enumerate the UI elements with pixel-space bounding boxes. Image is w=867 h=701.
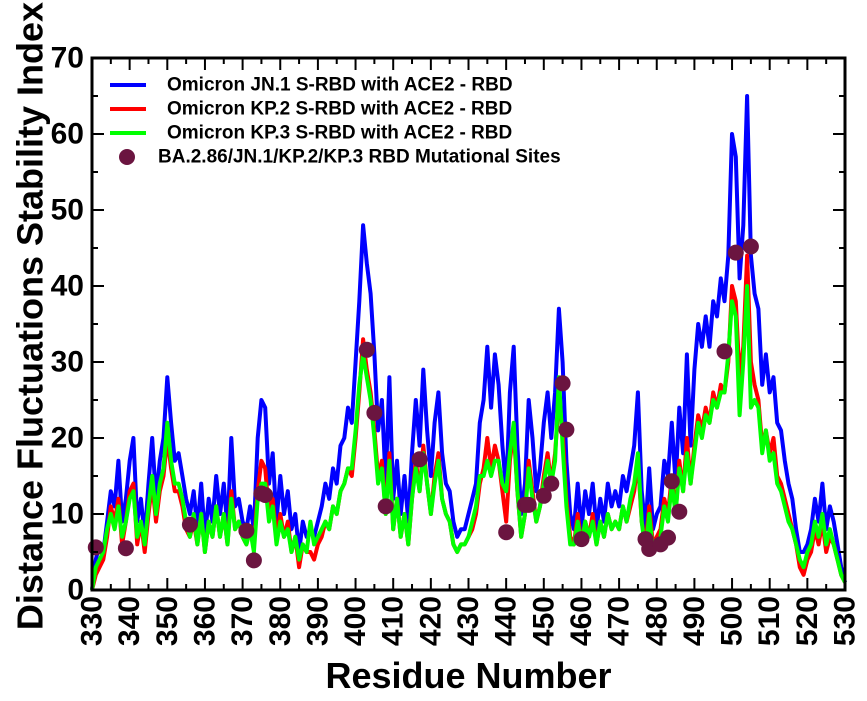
mutation-site-marker [358,341,375,358]
x-tick-label: 480 [640,596,673,646]
x-tick-label: 500 [716,596,749,646]
legend-label: Omicron KP.3 S-RBD with ACE2 - RBD [167,123,512,144]
x-tick-label: 440 [490,596,523,646]
mutation-site-marker [257,487,274,503]
legend-marker [119,149,135,165]
marker-layer [87,238,759,569]
y-axis-title: Distance Fluctuations Stability Index [10,2,51,630]
y-tick-label: 20 [51,422,84,455]
mutation-site-marker [498,524,515,541]
mutation-site-marker [238,522,255,539]
mutation-site-marker [245,552,262,569]
plot-frame [90,56,847,592]
mutation-site-marker [742,238,759,255]
y-tick-label: 40 [51,270,84,303]
mutation-site-marker [181,516,198,533]
mutation-site-marker [520,496,537,513]
x-tick-label: 470 [603,596,636,646]
plot-area [87,56,847,592]
x-tick-label: 370 [226,596,259,646]
legend: Omicron JN.1 S-RBD with ACE2 - RBD Omicro… [110,75,561,168]
x-tick-label: 460 [565,596,598,646]
legend-label: Omicron JN.1 S-RBD with ACE2 - RBD [167,75,513,96]
x-tick-label: 410 [377,596,410,646]
x-tick-label: 420 [414,596,447,646]
mutation-site-marker [411,451,428,468]
mutation-site-marker [663,473,680,490]
series-layer [90,94,847,591]
legend-label: Omicron KP.2 S-RBD with ACE2 - RBD [167,99,512,120]
x-tick-label: 390 [301,596,334,646]
y-tick-label: 60 [51,118,84,151]
series-line-1 [90,94,847,591]
y-tick-label: 70 [51,42,84,75]
mutation-site-marker [716,343,733,360]
x-tick-label: 490 [678,596,711,646]
mutation-site-marker [671,503,688,520]
x-tick-label: 510 [753,596,786,646]
mutation-site-marker [366,404,383,421]
mutation-site-marker [377,498,394,515]
x-tick-label: 360 [188,596,221,646]
y-tick-label: 10 [51,498,84,531]
x-tick-label: 530 [829,596,862,646]
x-tick-label: 520 [791,596,824,646]
x-tick-label: 340 [113,596,146,646]
x-tick-label: 450 [527,596,560,646]
x-tick-labels: 330 340 350 360 370 380 390 400 410 420 430 440 450 4… [76,596,862,646]
mutation-site-marker [660,529,676,546]
mutation-site-marker [558,421,575,438]
x-tick-label: 430 [452,596,485,646]
y-tick-label: 0 [67,574,84,607]
y-tick-labels: 0 10 20 30 40 50 60 70 [51,42,84,607]
x-tick-label: 380 [264,596,297,646]
mutation-site-marker [117,540,134,557]
mutation-site-marker [727,244,744,261]
y-tick-label: 30 [51,346,84,379]
y-tick-label: 50 [51,194,84,227]
mutation-site-marker [554,375,571,392]
mutation-site-marker [535,487,552,504]
x-axis-title: Residue Number [325,655,611,696]
x-tick-label: 400 [339,596,372,646]
x-tick-label: 350 [151,596,184,646]
series-line-3 [90,284,847,591]
legend-label: BA.2.86/JN.1/KP.2/KP.3 RBD Mutational Si… [158,147,561,168]
x-tick-label: 330 [76,596,109,646]
mutation-site-marker [573,531,590,548]
mutation-site-marker [543,475,560,492]
